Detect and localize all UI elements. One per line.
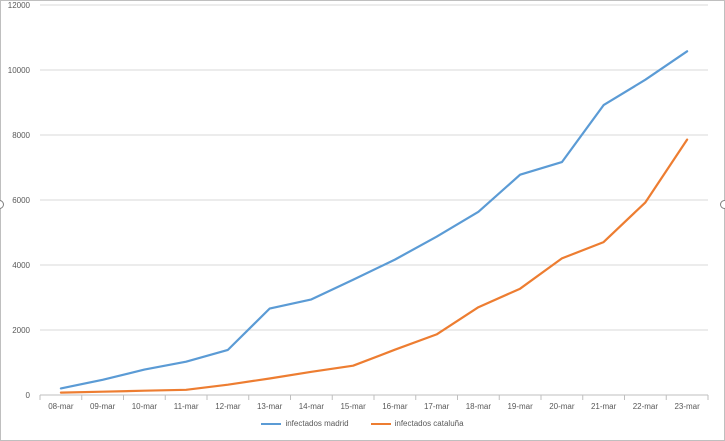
x-tick-label: 08-mar xyxy=(48,402,74,411)
x-tick-label: 10-mar xyxy=(132,402,158,411)
legend-swatch-cataluna xyxy=(370,422,391,425)
y-tick-label: 4000 xyxy=(12,261,30,270)
x-tick-label: 22-mar xyxy=(633,402,659,411)
legend: infectados madrid infectados cataluña xyxy=(0,419,725,428)
y-tick-label: 10000 xyxy=(8,66,31,75)
x-tick-label: 09-mar xyxy=(90,402,116,411)
resize-handle-right[interactable] xyxy=(720,200,725,209)
series-lines xyxy=(59,50,689,394)
y-tick-label: 8000 xyxy=(12,131,30,140)
x-tick-label: 20-mar xyxy=(549,402,575,411)
series-line-madrid xyxy=(59,50,689,390)
legend-entry-madrid: infectados madrid xyxy=(261,419,349,428)
x-tick-label: 17-mar xyxy=(424,402,450,411)
legend-label-madrid: infectados madrid xyxy=(285,419,349,428)
x-tick-label: 16-mar xyxy=(382,402,408,411)
y-axis-tick-labels: 0 2000 4000 6000 8000 10000 12000 xyxy=(8,1,31,400)
legend-entry-cataluna: infectados cataluña xyxy=(370,419,464,428)
x-tick-label: 12-mar xyxy=(215,402,241,411)
y-tick-label: 2000 xyxy=(12,326,30,335)
x-tick-label: 21-mar xyxy=(591,402,617,411)
x-tick-label: 15-mar xyxy=(340,402,366,411)
x-tick-label: 11-mar xyxy=(174,402,199,411)
gridlines xyxy=(39,4,709,400)
x-tick-label: 13-mar xyxy=(257,402,283,411)
x-axis-tick-labels: 08-mar 09-mar 10-mar 11-mar 12-mar 13-mar 14-m… xyxy=(48,402,700,411)
x-tick-label: 18-mar xyxy=(466,402,492,411)
y-tick-label: 0 xyxy=(26,391,31,400)
y-tick-label: 12000 xyxy=(8,1,31,10)
legend-label-cataluna: infectados cataluña xyxy=(394,419,464,428)
x-tick-label: 23-mar xyxy=(674,402,700,411)
y-tick-label: 6000 xyxy=(12,196,30,205)
series-line-cataluna xyxy=(59,138,689,394)
legend-swatch-madrid xyxy=(261,422,282,425)
x-tick-label: 14-mar xyxy=(299,402,325,411)
x-tick-label: 19-mar xyxy=(507,402,533,411)
